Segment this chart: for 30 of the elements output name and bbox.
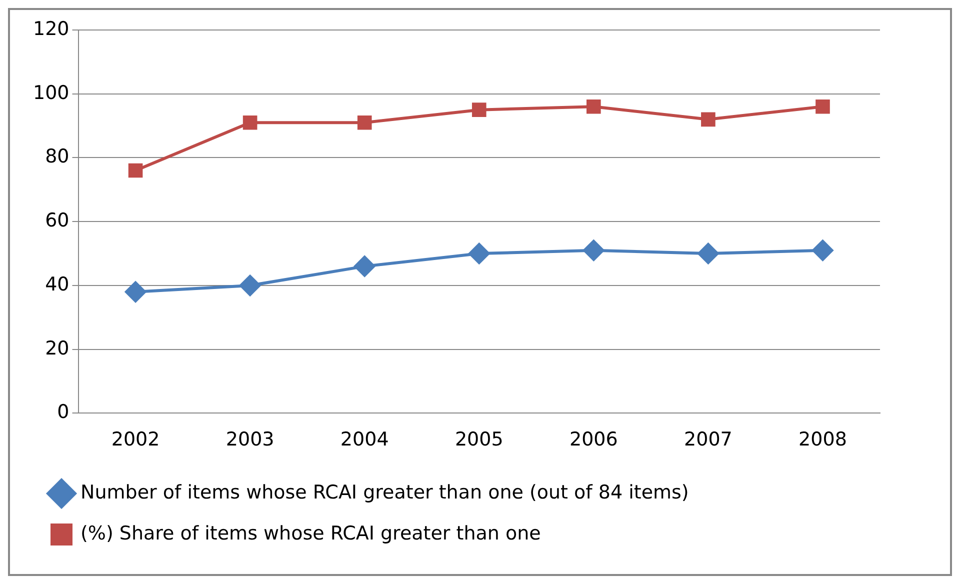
legend-label: (%) Share of items whose RCAI greater than one [80, 522, 541, 544]
y-tick-label: 80 [45, 146, 70, 168]
y-tick-label: 60 [45, 210, 70, 232]
x-tick-label: 2007 [684, 428, 732, 451]
x-tick-label: 2004 [340, 428, 389, 451]
x-tick-label: 2002 [111, 428, 160, 451]
point [240, 274, 261, 296]
x-tick-label: 2005 [454, 428, 504, 451]
point [125, 281, 146, 302]
y-tick-label: 40 [45, 273, 70, 296]
point [468, 243, 490, 264]
x-tick-label: 2008 [798, 428, 847, 451]
legend-label: Number of items whose RCAI greater than one (out of 84 items) [80, 481, 689, 504]
point [472, 102, 486, 117]
point [357, 115, 372, 130]
point [812, 240, 834, 261]
point [586, 99, 601, 114]
point [698, 243, 719, 264]
point [701, 112, 716, 127]
point [583, 240, 604, 261]
point [816, 99, 830, 114]
x-tick-label: 2006 [569, 428, 618, 451]
x-tick-label: 2003 [226, 428, 274, 451]
y-tick-label: 120 [33, 18, 70, 40]
y-tick-label: 100 [33, 82, 70, 104]
y-tick-label: 20 [45, 337, 70, 360]
y-tick-label: 0 [57, 401, 70, 424]
point [354, 256, 376, 277]
point [128, 163, 143, 178]
point [242, 115, 258, 130]
